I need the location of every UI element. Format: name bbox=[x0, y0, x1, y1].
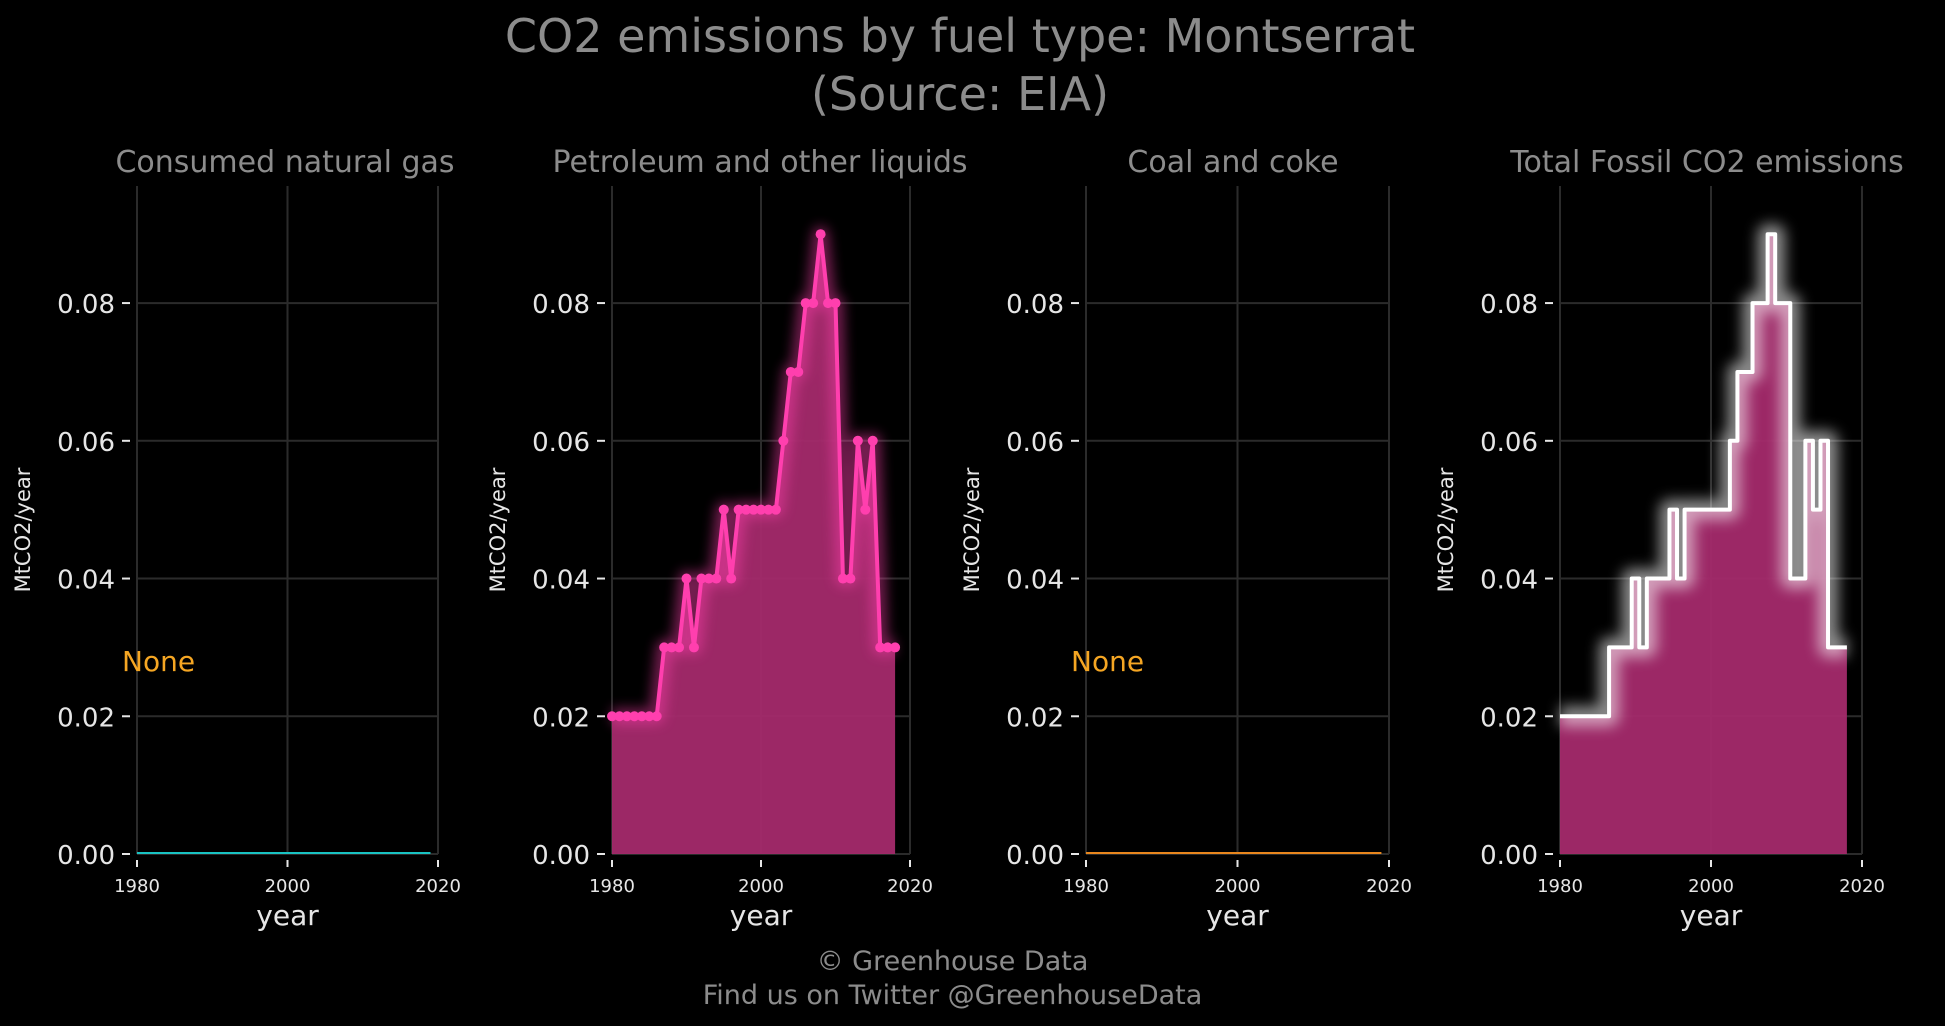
x-tick-label: 1980 bbox=[1537, 876, 1583, 897]
data-point bbox=[860, 504, 871, 515]
data-point bbox=[837, 573, 848, 584]
series-area bbox=[612, 234, 896, 855]
data-point bbox=[890, 642, 901, 653]
x-tick-label: 1980 bbox=[589, 876, 635, 897]
data-point bbox=[711, 573, 722, 584]
data-point bbox=[778, 435, 789, 446]
data-point bbox=[703, 573, 714, 584]
y-tick-label: 0.02 bbox=[57, 703, 115, 733]
data-point bbox=[800, 298, 811, 309]
data-point bbox=[696, 573, 707, 584]
y-tick-label: 0.04 bbox=[1480, 566, 1538, 596]
y-tick-label: 0.08 bbox=[1480, 290, 1538, 320]
data-point bbox=[659, 642, 670, 653]
data-point bbox=[845, 573, 856, 584]
y-tick-label: 0.04 bbox=[532, 566, 590, 596]
y-tick-label: 0.08 bbox=[1006, 290, 1064, 320]
data-point bbox=[756, 504, 766, 515]
y-tick-label: 0.08 bbox=[57, 290, 115, 320]
panel-title: Petroleum and other liquids bbox=[552, 145, 967, 180]
series-area bbox=[1560, 234, 1847, 855]
data-point bbox=[621, 711, 632, 722]
data-point bbox=[882, 642, 893, 653]
data-point bbox=[808, 298, 819, 309]
data-point bbox=[726, 573, 737, 584]
y-tick-label: 0.00 bbox=[532, 841, 590, 871]
data-point bbox=[830, 298, 841, 309]
data-point bbox=[681, 573, 692, 584]
chart-panel-1: Consumed natural gas 0.00 0.02 0.04 0.06 0.08… bbox=[11, 145, 461, 932]
data-point bbox=[636, 711, 647, 722]
x-tick-label: 2000 bbox=[265, 876, 311, 897]
footer-copyright: © Greenhouse Data bbox=[816, 946, 1089, 977]
chart-panel-4: Total Fossil CO2 emissions 0.00 0.02 0.04 0.… bbox=[1434, 145, 1904, 932]
x-tick-label: 2020 bbox=[415, 876, 461, 897]
data-point bbox=[770, 504, 781, 515]
footer-twitter: Find us on Twitter @GreenhouseData bbox=[702, 980, 1203, 1011]
y-axis-label: MtCO2/year bbox=[11, 467, 35, 592]
data-point bbox=[607, 711, 617, 722]
data-point bbox=[614, 711, 625, 722]
x-tick-label: 1980 bbox=[1063, 876, 1109, 897]
y-tick-label: 0.04 bbox=[1006, 566, 1064, 596]
data-point bbox=[674, 642, 685, 653]
data-point bbox=[688, 642, 699, 653]
x-axis-label: year bbox=[1680, 899, 1743, 932]
y-tick-label: 0.06 bbox=[57, 428, 115, 458]
x-axis-label: year bbox=[1206, 899, 1269, 932]
data-point bbox=[793, 366, 804, 377]
none-annotation: None bbox=[122, 645, 195, 678]
data-point bbox=[733, 504, 744, 515]
y-tick-label: 0.02 bbox=[532, 703, 590, 733]
y-axis-label: MtCO2/year bbox=[1434, 467, 1458, 592]
data-point bbox=[763, 504, 774, 515]
data-point bbox=[651, 711, 662, 722]
y-tick-label: 0.06 bbox=[532, 428, 590, 458]
chart-panel-3: Coal and coke 0.00 0.02 0.04 0.06 0.08 1980 200… bbox=[960, 145, 1412, 932]
x-tick-label: 2000 bbox=[738, 876, 784, 897]
x-axis-label: year bbox=[256, 899, 319, 932]
y-tick-label: 0.06 bbox=[1006, 428, 1064, 458]
panel-title: Coal and coke bbox=[1127, 145, 1338, 180]
data-point bbox=[785, 366, 796, 377]
chart-title: CO2 emissions by fuel type: Montserrat bbox=[504, 9, 1416, 63]
chart-source-subtitle: (Source: EIA) bbox=[810, 67, 1110, 121]
data-point bbox=[867, 435, 878, 446]
y-tick-label: 0.04 bbox=[57, 566, 115, 596]
x-axis-label: year bbox=[730, 899, 793, 932]
y-tick-label: 0.00 bbox=[57, 841, 115, 871]
data-point bbox=[852, 435, 863, 446]
x-tick-label: 2020 bbox=[887, 876, 933, 897]
data-point bbox=[666, 642, 677, 653]
y-tick-label: 0.08 bbox=[532, 290, 590, 320]
y-tick-label: 0.00 bbox=[1006, 841, 1064, 871]
data-point bbox=[629, 711, 640, 722]
series-line bbox=[1560, 232, 1847, 719]
data-point bbox=[748, 504, 759, 515]
chart-panel-2: Petroleum and other liquids 0.00 0.02 0.04 0… bbox=[486, 145, 968, 932]
none-annotation: None bbox=[1071, 645, 1144, 678]
data-point bbox=[644, 711, 655, 722]
data-point bbox=[823, 298, 834, 309]
y-axis-label: MtCO2/year bbox=[960, 467, 984, 592]
y-tick-label: 0.06 bbox=[1480, 428, 1538, 458]
data-point bbox=[875, 642, 886, 653]
panel-title: Total Fossil CO2 emissions bbox=[1509, 145, 1903, 180]
x-tick-label: 1980 bbox=[114, 876, 160, 897]
y-tick-label: 0.02 bbox=[1480, 703, 1538, 733]
x-tick-label: 2020 bbox=[1839, 876, 1885, 897]
x-tick-label: 2000 bbox=[1215, 876, 1261, 897]
y-tick-label: 0.00 bbox=[1480, 841, 1538, 871]
data-point bbox=[741, 504, 752, 515]
panel-title: Consumed natural gas bbox=[115, 145, 454, 180]
data-point bbox=[815, 229, 826, 240]
y-tick-label: 0.02 bbox=[1006, 703, 1064, 733]
x-tick-label: 2000 bbox=[1688, 876, 1734, 897]
data-point bbox=[718, 504, 729, 515]
y-axis-label: MtCO2/year bbox=[486, 467, 510, 592]
x-tick-label: 2020 bbox=[1366, 876, 1412, 897]
